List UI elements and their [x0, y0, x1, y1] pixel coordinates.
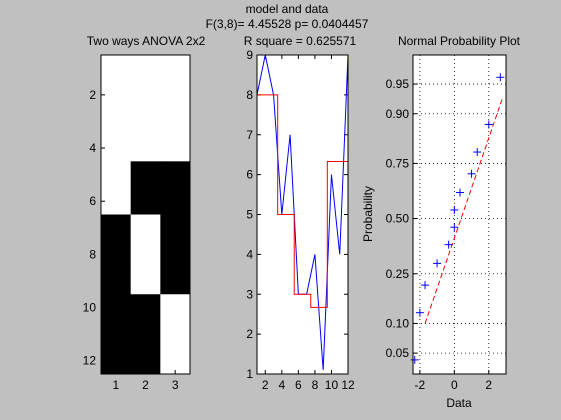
np-x-tick-label: 2 — [485, 378, 492, 392]
figure-suptitle: model and data — [246, 2, 329, 16]
heatmap-cell — [101, 81, 132, 109]
model-fit-x-tick-label: 12 — [341, 378, 355, 392]
model-fit-title: R square = 0.625571 — [244, 34, 357, 48]
heatmap-x-tick-label: 1 — [112, 378, 119, 392]
heatmap-y-tick-label: 12 — [83, 354, 97, 368]
heatmap-cell — [130, 134, 161, 162]
np-x-tick-label: 0 — [451, 378, 458, 392]
heatmap-cell — [101, 134, 132, 162]
heatmap-cell — [101, 214, 132, 242]
model-fit-y-tick-label: 1 — [246, 367, 253, 381]
np-point — [456, 188, 465, 197]
model-fit-x-tick-label: 6 — [295, 378, 302, 392]
np-point — [410, 355, 419, 364]
normal-probability-frame — [412, 54, 507, 375]
model-fit-y-tick-label: 5 — [246, 208, 253, 222]
model-fit-x-tick-label: 2 — [262, 378, 269, 392]
heatmap-cell — [160, 134, 191, 162]
model-fit-y-tick-label: 3 — [246, 287, 253, 301]
heatmap-cell — [101, 320, 132, 348]
heatmap-cell — [160, 108, 191, 136]
heatmap-x-tick-label: 3 — [172, 378, 179, 392]
model-fit-x-tick-label: 10 — [325, 378, 339, 392]
model-fit-x-tick-label: 4 — [278, 378, 285, 392]
heatmap-cell — [101, 108, 132, 136]
np-point — [450, 223, 459, 232]
model-fit-y-tick-label: 7 — [246, 128, 253, 142]
model-fit-plot-area — [257, 55, 348, 374]
anova-design-title: Two ways ANOVA 2x2 — [87, 34, 206, 48]
heatmap-cell — [160, 55, 191, 83]
heatmap-cell — [101, 267, 132, 295]
np-point — [473, 148, 482, 157]
heatmap-cell — [160, 81, 191, 109]
heatmap-cell — [160, 294, 191, 322]
np-y-tick-label: 0.50 — [386, 212, 410, 226]
model-fit-y-tick-label: 4 — [246, 247, 253, 261]
heatmap-cell — [160, 347, 191, 375]
model-fit-y-tick-label: 8 — [246, 88, 253, 102]
np-y-tick-label: 0.75 — [386, 156, 410, 170]
np-point — [484, 120, 493, 129]
np-y-tick-label: 0.95 — [386, 77, 410, 91]
heatmap-cell — [101, 241, 132, 269]
figure-stats-line: F(3,8)= 4.45528 p= 0.0404457 — [206, 17, 369, 31]
np-point — [444, 240, 453, 249]
heatmap-y-tick-label: 10 — [83, 301, 97, 315]
heatmap-cell — [130, 241, 161, 269]
heatmap-y-tick-label: 8 — [89, 247, 96, 261]
heatmap-cell — [101, 55, 132, 83]
model-fit-frame — [256, 54, 349, 375]
np-point — [496, 73, 505, 82]
heatmap-cell — [130, 81, 161, 109]
np-point — [467, 169, 476, 178]
np-point — [415, 308, 424, 317]
heatmap-cell — [160, 241, 191, 269]
model-fit-x-tick-label: 8 — [312, 378, 319, 392]
np-y-tick-label: 0.25 — [386, 267, 410, 281]
heatmap-cell — [130, 267, 161, 295]
np-point — [450, 205, 459, 214]
normal-probability-ylabel: Probability — [361, 186, 375, 242]
heatmap-cell — [130, 294, 161, 322]
heatmap-y-tick-label: 4 — [89, 141, 96, 155]
heatmap-cell — [160, 267, 191, 295]
heatmap-cell — [160, 320, 191, 348]
normal-probability-panel: Normal Probability Plot 0.05 0.10 0.25 0.50… — [361, 34, 521, 410]
heatmap-cell — [101, 187, 132, 215]
heatmap-cell — [160, 161, 191, 189]
np-y-tick-label: 0.90 — [386, 107, 410, 121]
normal-probability-title: Normal Probability Plot — [398, 34, 521, 48]
model-fit-y-tick-label: 6 — [246, 168, 253, 182]
model-fit-y-tick-label: 2 — [246, 327, 253, 341]
heatmap-cell — [130, 161, 161, 189]
np-x-tick-label: -2 — [415, 378, 426, 392]
heatmap-cell — [130, 320, 161, 348]
heatmap-cell — [130, 187, 161, 215]
heatmap-y-tick-label: 2 — [89, 88, 96, 102]
anova-design-frame — [100, 54, 191, 375]
heatmap-cell — [101, 294, 132, 322]
heatmap-x-tick-label: 2 — [142, 378, 149, 392]
heatmap-cell — [130, 347, 161, 375]
heatmap-cell — [101, 347, 132, 375]
np-y-tick-label: 0.10 — [386, 316, 410, 330]
model-fit-model-line — [257, 94, 348, 308]
np-y-tick-label: 0.05 — [386, 346, 410, 360]
heatmap-cell — [101, 161, 132, 189]
normal-probability-plot-area — [413, 55, 506, 374]
heatmap-cell — [130, 108, 161, 136]
heatmap-cell — [130, 55, 161, 83]
normal-probability-xlabel: Data — [446, 396, 472, 410]
heatmap-cell — [130, 214, 161, 242]
np-point — [433, 259, 442, 268]
heatmap-y-tick-label: 6 — [89, 194, 96, 208]
heatmap-cell — [160, 187, 191, 215]
np-point — [421, 281, 430, 290]
model-fit-y-tick-label: 9 — [246, 48, 253, 62]
heatmap-cell — [160, 214, 191, 242]
